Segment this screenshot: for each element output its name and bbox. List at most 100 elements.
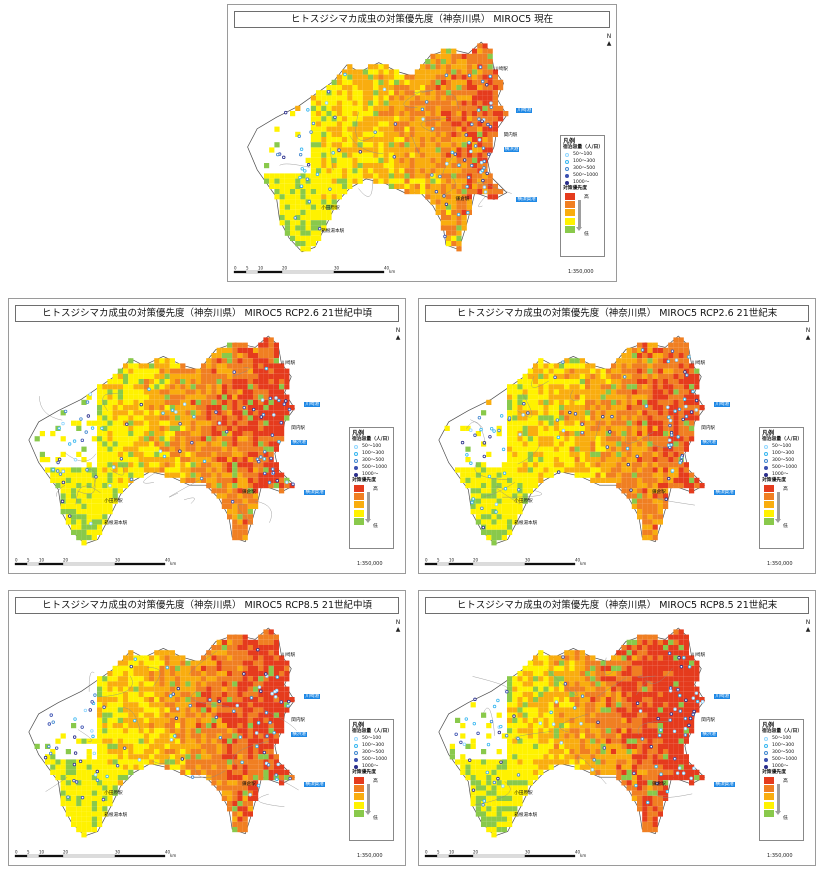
priority-cell	[652, 410, 658, 416]
priority-cell	[279, 780, 285, 786]
priority-cell	[663, 488, 669, 494]
priority-cell	[487, 194, 493, 200]
priority-cell	[91, 503, 97, 509]
priority-cell	[211, 472, 217, 478]
accommodation-point	[466, 211, 470, 215]
priority-cell	[689, 477, 695, 483]
priority-cell	[512, 503, 518, 509]
priority-cell	[227, 655, 233, 661]
priority-cell	[143, 733, 149, 739]
priority-cell	[461, 85, 467, 91]
priority-cell	[533, 451, 539, 457]
priority-cell	[605, 410, 611, 416]
priority-cell	[605, 425, 611, 431]
priority-cell	[232, 399, 238, 405]
priority-cell	[590, 368, 596, 374]
priority-cell	[336, 194, 342, 200]
priority-cell	[394, 142, 400, 148]
priority-cell	[242, 827, 248, 833]
priority-cell	[128, 451, 134, 457]
priority-cell	[461, 225, 467, 231]
priority-cell	[295, 131, 301, 137]
accommodation-point	[73, 717, 77, 721]
priority-cell	[117, 477, 123, 483]
priority-cell	[637, 358, 643, 364]
priority-cell	[169, 754, 175, 760]
priority-cell	[175, 457, 181, 463]
priority-cell	[169, 446, 175, 452]
priority-cell	[81, 806, 87, 812]
priority-cell	[273, 415, 279, 421]
priority-cell	[668, 415, 674, 421]
priority-cell	[414, 105, 420, 111]
priority-cell	[383, 121, 389, 127]
priority-cell	[112, 686, 118, 692]
priority-cell	[491, 488, 497, 494]
priority-cell	[456, 105, 462, 111]
priority-cell	[169, 697, 175, 703]
priority-cell	[97, 712, 103, 718]
priority-cell	[652, 645, 658, 651]
accommodation-point	[678, 460, 682, 465]
priority-cell	[128, 368, 134, 374]
priority-cell	[227, 645, 233, 651]
scale-tick-label: 30	[334, 266, 340, 271]
priority-cell	[461, 95, 467, 101]
priority-cell	[211, 415, 217, 421]
priority-cell	[626, 467, 632, 473]
scale-ratio: 1:350,000	[357, 561, 383, 567]
priority-cell	[169, 728, 175, 734]
priority-cell	[409, 116, 415, 122]
priority-cell	[247, 363, 253, 369]
priority-cell	[91, 535, 97, 541]
priority-cell	[475, 503, 481, 509]
priority-cell	[211, 764, 217, 770]
priority-cell	[263, 431, 269, 437]
priority-cell	[81, 399, 87, 405]
legend-capacity-item: 1000～	[563, 179, 602, 186]
priority-cell	[694, 415, 700, 421]
priority-cell	[605, 389, 611, 395]
priority-cell	[631, 420, 637, 426]
priority-cell	[331, 189, 337, 195]
priority-cell	[652, 488, 658, 494]
priority-cell	[279, 368, 285, 374]
priority-cell	[657, 488, 663, 494]
accommodation-point	[54, 746, 59, 750]
priority-cell	[221, 358, 227, 364]
priority-cell	[190, 743, 196, 749]
priority-cell	[227, 347, 233, 353]
priority-cell	[253, 384, 259, 390]
priority-cell	[81, 514, 87, 520]
priority-cell	[221, 764, 227, 770]
priority-cell	[647, 655, 653, 661]
priority-cell	[227, 353, 233, 359]
legend-capacity-item: 500～1000	[563, 172, 602, 179]
priority-cell	[164, 650, 170, 656]
priority-cell	[461, 204, 467, 210]
priority-cell	[657, 462, 663, 468]
scale-unit: km	[389, 269, 395, 274]
priority-cell	[143, 379, 149, 385]
priority-cell	[169, 712, 175, 718]
priority-cell	[289, 775, 295, 781]
scale-segment	[472, 562, 526, 566]
priority-cell	[258, 405, 264, 411]
priority-cell	[611, 472, 617, 478]
priority-cell	[496, 524, 502, 530]
priority-cell	[190, 420, 196, 426]
priority-cell	[652, 425, 658, 431]
priority-cell	[133, 691, 139, 697]
priority-cell	[472, 189, 478, 195]
priority-cell	[642, 389, 648, 395]
priority-cell	[237, 477, 243, 483]
priority-cell	[642, 462, 648, 468]
priority-cell	[347, 152, 353, 158]
priority-cell	[216, 347, 222, 353]
priority-cell	[694, 368, 700, 374]
priority-cell	[652, 477, 658, 483]
priority-cell	[232, 358, 238, 364]
priority-cell	[626, 410, 632, 416]
priority-cell	[279, 671, 285, 677]
priority-cell	[295, 105, 301, 111]
